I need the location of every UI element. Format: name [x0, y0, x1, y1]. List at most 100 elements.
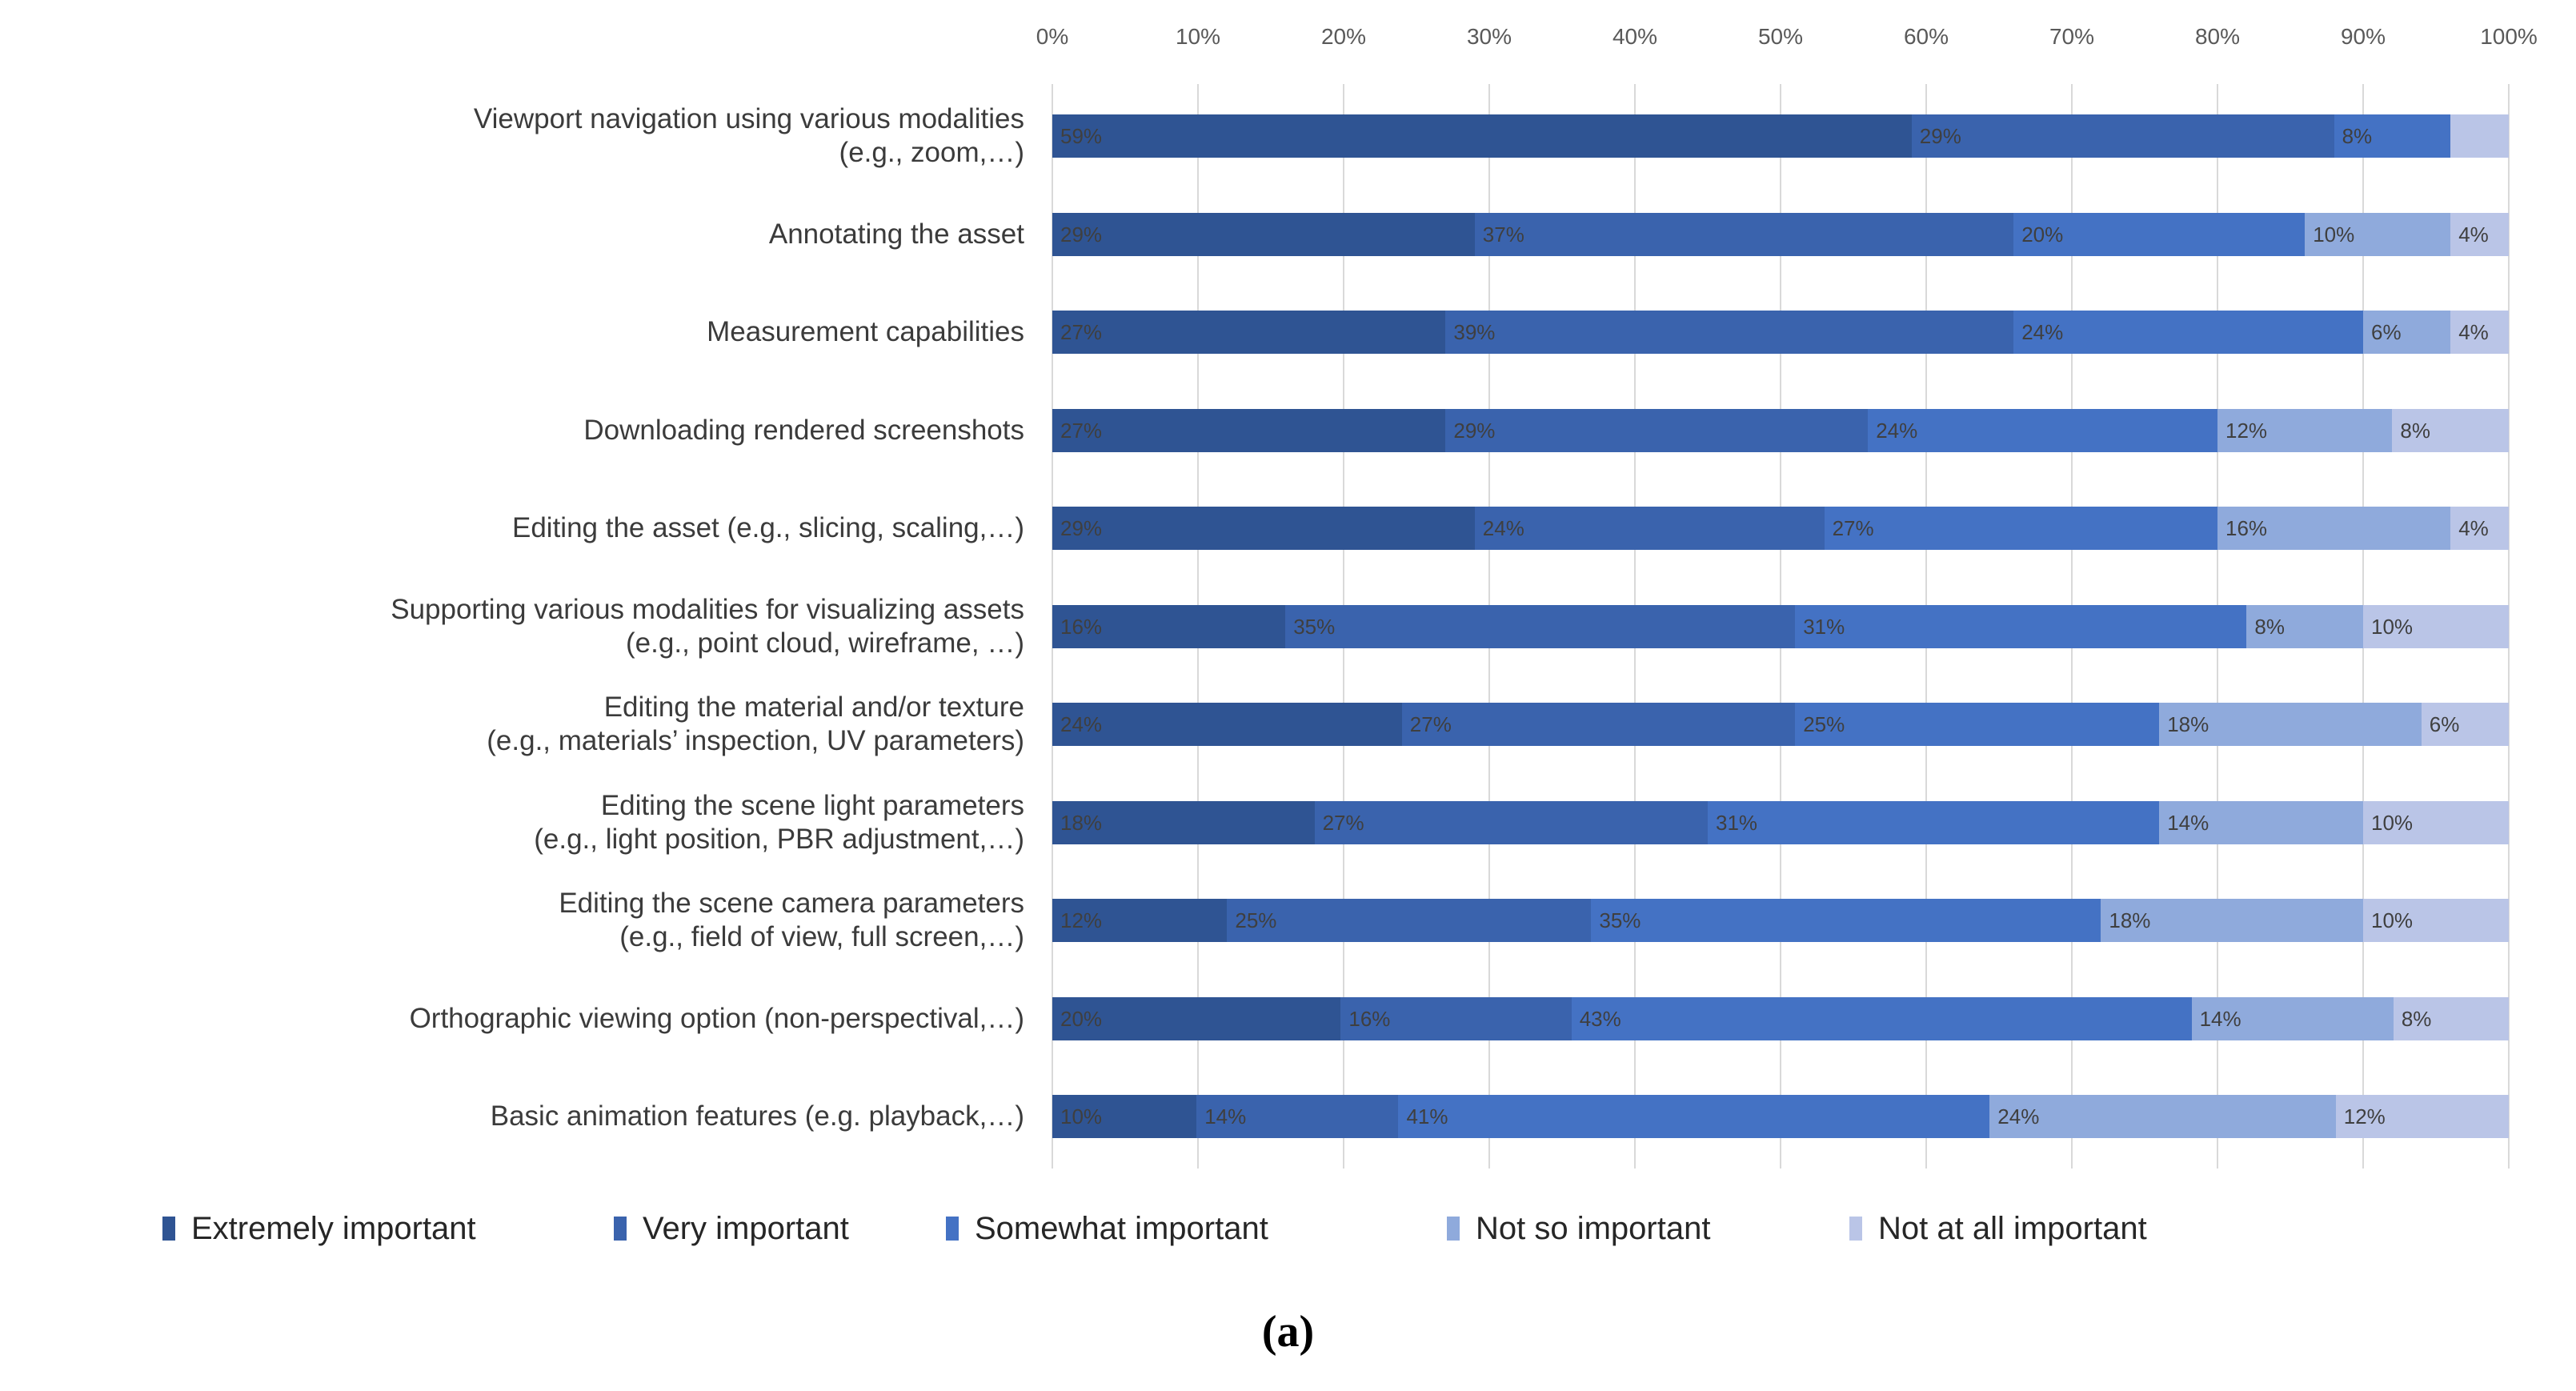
- category-label-line: (e.g., light position, PBR adjustment,…): [534, 823, 1024, 855]
- bar-segment: [1052, 408, 1446, 452]
- bar-segment-label: 16%: [1348, 1006, 1391, 1031]
- bar-segment: [1474, 507, 1825, 550]
- bar-segment-label: 27%: [1322, 810, 1364, 835]
- bar-segment-label: 10%: [1060, 1104, 1103, 1128]
- bar-segment: [2305, 212, 2451, 256]
- bar-segment: [2191, 996, 2394, 1040]
- bar-segment-label: 35%: [1293, 614, 1336, 639]
- bar-segment: [1868, 408, 2217, 452]
- legend-swatch: [946, 1217, 959, 1241]
- legend-swatch: [1447, 1217, 1460, 1241]
- axis-tick-label: 30%: [1466, 24, 1512, 49]
- bar-segment: [2450, 114, 2509, 158]
- bar-segment: [1052, 212, 1475, 256]
- legend-item: Not at all important: [1849, 1205, 2147, 1253]
- bar-segment-label: 27%: [1060, 320, 1103, 344]
- category-label-line: Supporting various modalities for visual…: [391, 593, 1024, 625]
- category-label-line: Editing the scene light parameters: [600, 789, 1024, 821]
- category-label: Editing the asset (e.g., slicing, scalin…: [0, 511, 1024, 545]
- legend-label: Somewhat important: [975, 1210, 1268, 1246]
- bar-segment: [2392, 408, 2509, 452]
- bar-segment: [1052, 114, 1912, 158]
- category-label: Viewport navigation using various modali…: [0, 102, 1024, 170]
- bar-segment-label: 6%: [2371, 320, 2402, 344]
- bar-segment-label: 10%: [2371, 614, 2414, 639]
- category-label-line: Viewport navigation using various modali…: [473, 103, 1024, 134]
- bar-segment: [2450, 311, 2509, 354]
- axis-tick-label: 50%: [1757, 24, 1804, 49]
- bar-segment-label: 24%: [1997, 1104, 2040, 1128]
- category-label-line: Orthographic viewing option (non-perspec…: [409, 1002, 1024, 1034]
- legend-swatch: [1849, 1217, 1862, 1241]
- category-label-line: Basic animation features (e.g. playback,…: [490, 1100, 1024, 1132]
- bar-segment-label: 37%: [1482, 222, 1524, 247]
- bar-segment: [2217, 507, 2451, 550]
- category-label: Editing the scene light parameters (e.g.,…: [0, 789, 1024, 856]
- bar-segment-label: 25%: [1803, 712, 1845, 736]
- bar-segment: [2393, 996, 2509, 1040]
- bar-segment: [1314, 800, 1708, 844]
- axis-tick-label: 90%: [2340, 24, 2386, 49]
- bar-segment-label: 10%: [2313, 222, 2355, 247]
- bar-segment: [2159, 800, 2363, 844]
- bar-segment-label: 10%: [2371, 810, 2414, 835]
- category-label: Measurement capabilities: [0, 315, 1024, 349]
- bar-segment-label: 24%: [2021, 320, 2064, 344]
- bar-segment-label: 8%: [2342, 124, 2373, 148]
- category-label-line: (e.g., zoom,…): [839, 137, 1024, 168]
- legend-label: Extremely important: [191, 1210, 476, 1246]
- category-label-line: Measurement capabilities: [707, 316, 1024, 347]
- bar-segment-label: 41%: [1406, 1104, 1448, 1128]
- category-label: Orthographic viewing option (non-perspec…: [0, 1002, 1024, 1036]
- bar-segment-label: 14%: [1204, 1104, 1247, 1128]
- category-label: Editing the scene camera parameters (e.g.…: [0, 887, 1024, 954]
- legend-label: Not at all important: [1878, 1210, 2147, 1246]
- bar-segment: [1445, 408, 1869, 452]
- bar-segment: [2013, 311, 2363, 354]
- bar-segment: [1591, 899, 2101, 942]
- figure-caption: (a): [1261, 1307, 1315, 1357]
- bar-segment: [1445, 311, 2014, 354]
- bar-segment-label: 14%: [2199, 1006, 2241, 1031]
- bar-segment: [2363, 800, 2509, 844]
- bar-segment: [2450, 507, 2509, 550]
- category-label-line: Downloading rendered screenshots: [583, 414, 1024, 446]
- category-label-line: Editing the material and/or texture: [603, 691, 1024, 723]
- bar-segment-label: 24%: [1060, 712, 1103, 736]
- bar-segment-label: 29%: [1919, 124, 1961, 148]
- bar-segment-label: 8%: [2400, 418, 2430, 443]
- bar-segment: [1052, 800, 1315, 844]
- bar-segment-label: 29%: [1060, 222, 1103, 247]
- legend-item: Somewhat important: [946, 1205, 1268, 1253]
- bar-segment: [1340, 996, 1572, 1040]
- bar-segment: [1474, 212, 2014, 256]
- legend-swatch: [162, 1217, 175, 1241]
- bar-segment: [1052, 996, 1341, 1040]
- bar-segment: [1227, 899, 1592, 942]
- bar-segment: [2217, 408, 2393, 452]
- bar-segment-label: 29%: [1453, 418, 1496, 443]
- axis-tick-label: 10%: [1175, 24, 1221, 49]
- axis-tick-label: 60%: [1903, 24, 1949, 49]
- bar-segment: [1052, 1095, 1197, 1138]
- axis-tick-label: 80%: [2194, 24, 2241, 49]
- bar-segment: [1795, 604, 2247, 648]
- category-label-line: (e.g., point cloud, wireframe, …): [626, 627, 1024, 659]
- bar-segment: [1795, 703, 2160, 746]
- category-label-line: Annotating the asset: [768, 218, 1024, 250]
- bar-segment-label: 18%: [1060, 810, 1103, 835]
- bar-segment: [1708, 800, 2160, 844]
- legend-label: Not so important: [1476, 1210, 1711, 1246]
- bar-segment-label: 27%: [1832, 516, 1874, 540]
- category-label-line: Editing the asset (e.g., slicing, scalin…: [511, 512, 1024, 543]
- bar-segment: [1571, 996, 2192, 1040]
- bar-segment: [1824, 507, 2217, 550]
- bar-segment-label: 20%: [2021, 222, 2064, 247]
- bar-segment: [1989, 1095, 2336, 1138]
- gridline: [2508, 84, 2510, 1169]
- bar-segment-label: 4%: [2458, 222, 2489, 247]
- bar-segment-label: 16%: [1060, 614, 1103, 639]
- bar-segment: [2421, 703, 2509, 746]
- bar-segment-label: 24%: [1482, 516, 1524, 540]
- bar-segment-label: 12%: [2343, 1104, 2386, 1128]
